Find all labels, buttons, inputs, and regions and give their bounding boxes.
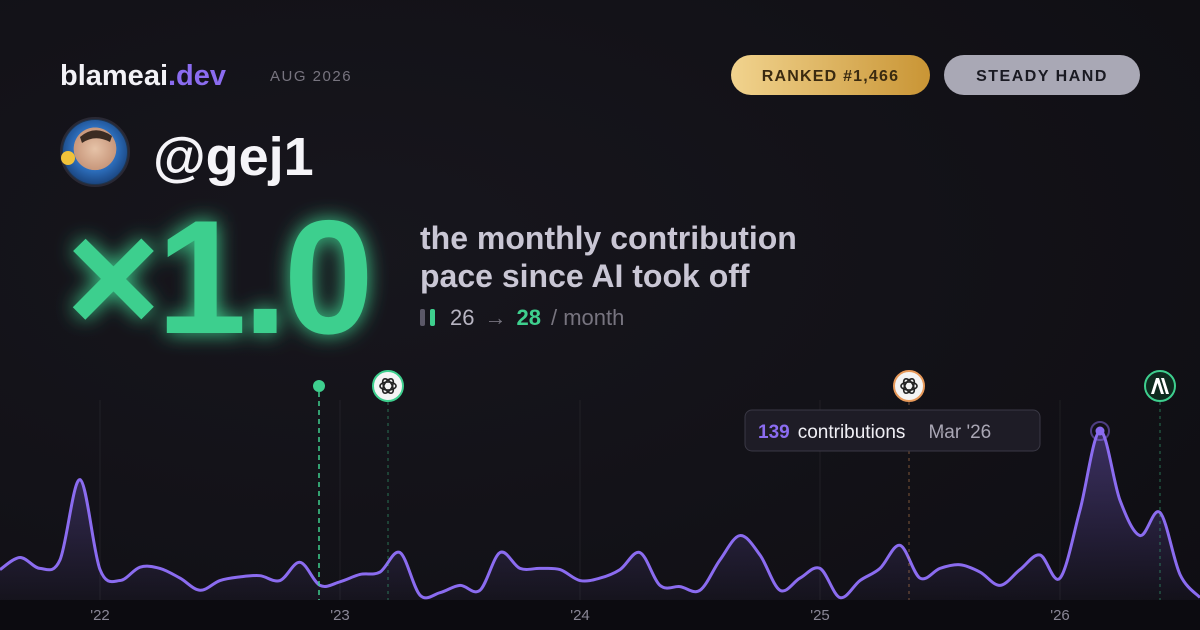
x-tick-label: '26 — [1050, 607, 1070, 624]
series-area — [0, 430, 1200, 600]
tooltip-label: contributions — [798, 422, 906, 443]
caption-line: pace since AI took off — [420, 258, 750, 294]
openai-icon — [893, 370, 925, 402]
tooltip: 139 contributions Mar '26 — [744, 409, 1041, 452]
tooltip-value: 139 — [758, 422, 790, 443]
tooltip-separator — [940, 430, 944, 434]
x-tick-label: '24 — [570, 607, 590, 624]
style-badge — [944, 55, 1140, 95]
pace-arrow: → — [484, 305, 506, 330]
caption-line: the monthly contribution — [420, 220, 797, 256]
openai-icon — [372, 370, 404, 402]
peak-ring — [1090, 421, 1110, 441]
x-axis: '22 '23 '24 '25 '26 — [90, 607, 1070, 624]
peak-point — [1095, 426, 1105, 436]
tooltip-box — [744, 409, 1041, 452]
pace-unit: / month — [551, 305, 624, 330]
tooltip-date: Mar '26 — [928, 422, 991, 443]
pace-before: 26 — [450, 305, 474, 330]
series-layer — [0, 429, 1200, 600]
handle: @gej1 — [153, 127, 314, 187]
x-axis-band — [0, 600, 1200, 630]
brand-name: blameai — [60, 60, 168, 92]
pace-icon — [430, 309, 435, 326]
brand: blameai.dev — [60, 60, 226, 92]
avatar — [60, 117, 130, 187]
anthropic-icon — [1144, 370, 1176, 402]
series-line — [0, 429, 1200, 600]
pace-line: 26 → 28 / month — [450, 305, 624, 330]
rank-badge-text: RANKED #1,466 — [762, 68, 899, 85]
pace-after: 28 — [516, 305, 540, 330]
style-badge-text: STEADY HAND — [976, 68, 1108, 85]
multiplier: ×1.0 — [66, 187, 370, 368]
x-tick-label: '22 — [90, 607, 110, 624]
brand-suffix: .dev — [168, 60, 226, 92]
x-tick-label: '25 — [810, 607, 830, 624]
tooltip-text: 139 contributions Mar '26 — [758, 422, 991, 443]
pace-icon — [420, 309, 425, 326]
period: AUG 2026 — [270, 68, 352, 85]
event-markers — [313, 370, 1176, 600]
event-dot — [313, 380, 325, 392]
rank-badge — [731, 55, 930, 95]
x-tick-label: '23 — [330, 607, 350, 624]
